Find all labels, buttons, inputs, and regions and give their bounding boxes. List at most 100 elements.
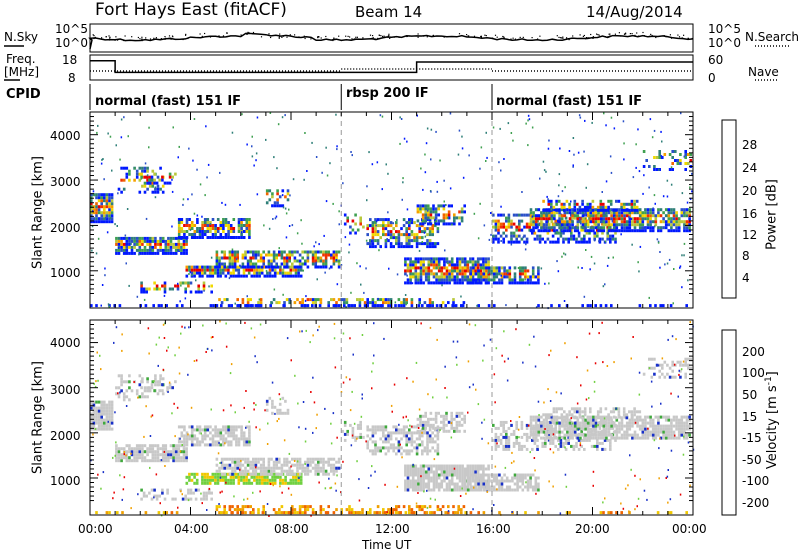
scatter-cell [567,240,570,244]
scatter-cell [557,447,560,451]
scatter-cell [322,262,325,266]
scatter-cell [146,248,149,252]
scatter-cell [103,205,106,209]
scatter-cell [161,248,165,252]
scatter-cell [229,434,233,438]
scatter-cell [95,406,98,410]
scatter-cell [169,245,173,249]
scatter-cell [513,275,517,279]
scatter-cell [437,213,440,217]
scatter-cell [219,437,223,441]
scatter-cell [100,415,103,419]
scatter-cell [583,234,586,238]
scatter-cell [581,202,584,206]
scatter-cell [258,478,261,482]
scatter-cell [487,488,491,492]
scatter-cell [379,298,382,302]
scatter-cell [615,223,619,227]
scatter-cell [529,482,532,486]
scatter-cell [428,230,432,234]
scatter-cell [423,446,427,450]
scatter-dot [572,164,574,167]
scatter-cell [521,488,525,492]
scatter-cell [154,374,157,378]
scatter-cell [638,223,642,227]
scatter-cell [524,281,527,285]
scatter-cell [273,481,277,485]
scatter-cell [677,217,681,221]
scatter-cell [581,220,585,224]
scatter-cell [392,446,395,450]
scatter-cell [440,275,444,279]
scatter-cell [206,221,210,224]
scatter-cell [306,304,310,308]
scatter-cell [672,217,676,221]
scatter-cell [635,208,639,212]
scatter-cell [515,438,518,442]
scatter-cell [219,434,223,438]
scatter-cell [288,256,291,260]
scatter-cell [683,208,686,212]
scatter-dot [563,252,565,255]
scatter-dot [557,195,560,198]
scatter-dot [206,176,208,179]
scatter-cell [161,251,165,255]
scatter-cell [487,482,490,486]
scatter-cell [463,429,466,433]
scatter-cell [156,392,160,396]
scatter-cell [158,178,161,182]
scatter-cell [158,383,161,387]
scatter-cell [214,481,217,485]
scatter-cell [146,242,149,246]
scatter-dot [177,282,179,285]
scatter-cell [500,266,504,270]
scatter-cell [592,226,595,230]
scatter-cell [215,253,219,257]
scatter-cell [524,476,527,480]
scatter-cell [609,240,612,244]
scatter-cell [177,218,181,221]
scatter-cell [568,436,572,440]
scatter-cell [418,298,421,302]
scatter-cell [440,204,443,208]
scatter-cell [497,237,500,241]
scatter-cell [108,211,111,215]
scatter-cell [523,225,526,229]
scatter-cell [249,472,252,476]
scatter-cell [156,187,160,191]
scatter-dot [524,248,527,251]
scatter-dot [545,170,547,173]
scatter-cell [319,466,323,470]
scatter-cell [585,219,589,223]
scatter-cell [584,424,587,428]
scatter-dot [365,239,368,242]
scatter-cell [237,271,241,275]
scatter-cell [428,227,432,231]
scatter-cell [537,488,540,492]
scatter-cell [534,226,538,230]
scatter-cell [428,218,432,222]
scatter-cell [560,202,564,206]
scatter-dot [305,295,307,298]
scatter-cell [145,287,148,291]
scatter-cell [525,423,529,427]
scatter-cell [520,444,524,448]
scatter-cell [167,459,170,463]
scatter-cell [214,443,217,447]
scatter-cell [241,457,245,461]
scatter-cell [208,271,212,275]
scatter-cell [518,473,522,477]
scatter-cell [279,265,282,269]
scatter-cell [685,229,689,233]
scatter-cell [95,412,98,416]
scatter-cell [466,470,470,474]
scatter-cell [484,263,488,267]
scatter-cell [153,281,156,285]
scatter-cell [500,485,504,489]
scatter-cell [273,271,277,275]
scatter-cell [148,447,152,451]
scatter-cell [108,427,111,431]
scatter-cell [382,221,385,225]
scatter-cell [461,467,464,471]
scatter-cell [430,464,433,468]
